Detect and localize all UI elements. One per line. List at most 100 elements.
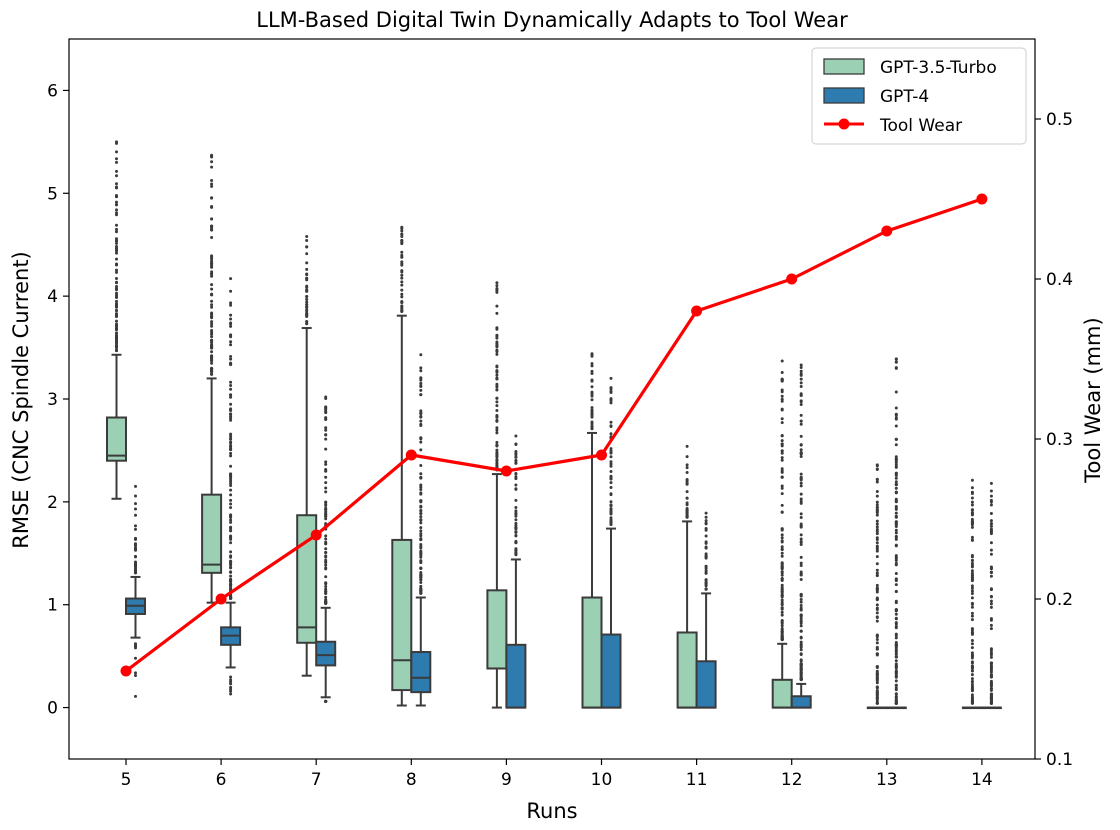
tool-wear-point-run-6 xyxy=(215,593,227,605)
outlier-point xyxy=(324,502,328,506)
outlier-point xyxy=(989,500,993,504)
outlier-point xyxy=(210,254,214,258)
outlier-point xyxy=(229,363,233,367)
outlier-point xyxy=(609,485,613,489)
outlier-point xyxy=(495,364,499,368)
outliers-gpt35-run-12 xyxy=(780,359,784,642)
outlier-point xyxy=(419,384,423,388)
outlier-point xyxy=(419,521,423,525)
outlier-point xyxy=(229,454,233,458)
outlier-point xyxy=(229,678,233,682)
outlier-point xyxy=(970,656,974,660)
outlier-point xyxy=(609,521,613,525)
outlier-point xyxy=(495,327,499,331)
outlier-point xyxy=(324,468,328,472)
outlier-point xyxy=(324,500,328,504)
outlier-point xyxy=(970,673,974,677)
outlier-point xyxy=(970,517,974,521)
outlier-point xyxy=(324,511,328,515)
outlier-point xyxy=(590,420,594,424)
outlier-point xyxy=(875,536,879,540)
outlier-point xyxy=(799,640,803,644)
outlier-point xyxy=(324,426,328,430)
outlier-point xyxy=(400,239,404,243)
outlier-point xyxy=(875,547,879,551)
outlier-point xyxy=(894,683,898,687)
outlier-point xyxy=(989,662,993,666)
outlier-point xyxy=(799,478,803,482)
x-tick-label-11: 11 xyxy=(686,770,708,790)
box-body xyxy=(600,633,622,709)
outlier-point xyxy=(115,346,118,350)
outlier-point xyxy=(970,661,974,665)
outlier-point xyxy=(134,673,137,677)
outlier-point xyxy=(514,458,518,462)
outlier-point xyxy=(875,583,879,587)
legend-swatch-gpt35 xyxy=(823,58,865,75)
outlier-point xyxy=(685,466,689,470)
outliers-gpt4-run-5 xyxy=(134,484,137,698)
outlier-point xyxy=(799,593,803,597)
outlier-point xyxy=(609,516,613,520)
outlier-point xyxy=(894,514,898,518)
outlier-point xyxy=(419,448,423,452)
outlier-point xyxy=(210,354,214,358)
outlier-point xyxy=(115,203,118,207)
outlier-point xyxy=(875,511,879,515)
outlier-point xyxy=(419,483,423,487)
box-gpt4-run-11 xyxy=(695,511,717,709)
outlier-point xyxy=(419,472,423,476)
outlier-point xyxy=(780,492,784,496)
outlier-point xyxy=(894,652,898,656)
outlier-point xyxy=(989,674,993,678)
outlier-point xyxy=(780,397,784,401)
outlier-point xyxy=(970,618,974,622)
outlier-point xyxy=(324,462,328,466)
outlier-point xyxy=(229,343,233,347)
outlier-point xyxy=(875,527,879,531)
outlier-point xyxy=(115,268,118,272)
outlier-point xyxy=(609,399,613,403)
outlier-point xyxy=(419,532,423,536)
outlier-point xyxy=(419,505,423,509)
outlier-point xyxy=(305,300,309,304)
outlier-point xyxy=(780,588,784,592)
outlier-point xyxy=(894,443,898,447)
tool-wear-point-run-9 xyxy=(500,465,512,477)
outlier-point xyxy=(894,612,898,616)
tool-wear-point-run-10 xyxy=(596,449,607,461)
outliers-gpt4-run-12 xyxy=(799,363,803,682)
outlier-point xyxy=(780,591,784,595)
outlier-point xyxy=(989,481,993,485)
outlier-point xyxy=(894,500,898,504)
outlier-point xyxy=(134,554,137,558)
outlier-point xyxy=(894,695,898,699)
outlier-point xyxy=(875,590,879,594)
outlier-point xyxy=(495,336,499,340)
outlier-point xyxy=(495,426,499,430)
outlier-point xyxy=(514,443,518,447)
outlier-point xyxy=(894,609,898,613)
outlier-point xyxy=(419,366,423,370)
outlier-point xyxy=(799,608,803,612)
outlier-point xyxy=(210,322,214,326)
outlier-point xyxy=(875,691,879,695)
outlier-point xyxy=(210,305,214,309)
x-tick-label-9: 9 xyxy=(501,770,512,790)
outlier-point xyxy=(514,534,518,538)
x-tick-label-12: 12 xyxy=(781,770,803,790)
outlier-point xyxy=(875,681,879,685)
box-body xyxy=(695,660,717,709)
outlier-point xyxy=(419,419,423,423)
outlier-point xyxy=(989,617,993,621)
outlier-point xyxy=(210,283,214,287)
outlier-point xyxy=(704,552,708,556)
outlier-point xyxy=(704,582,708,586)
outlier-point xyxy=(704,566,708,570)
outlier-point xyxy=(780,399,784,403)
outlier-point xyxy=(590,411,594,415)
box-body xyxy=(505,643,527,709)
outlier-point xyxy=(229,436,233,440)
outlier-point xyxy=(419,436,423,440)
outlier-point xyxy=(780,379,784,383)
